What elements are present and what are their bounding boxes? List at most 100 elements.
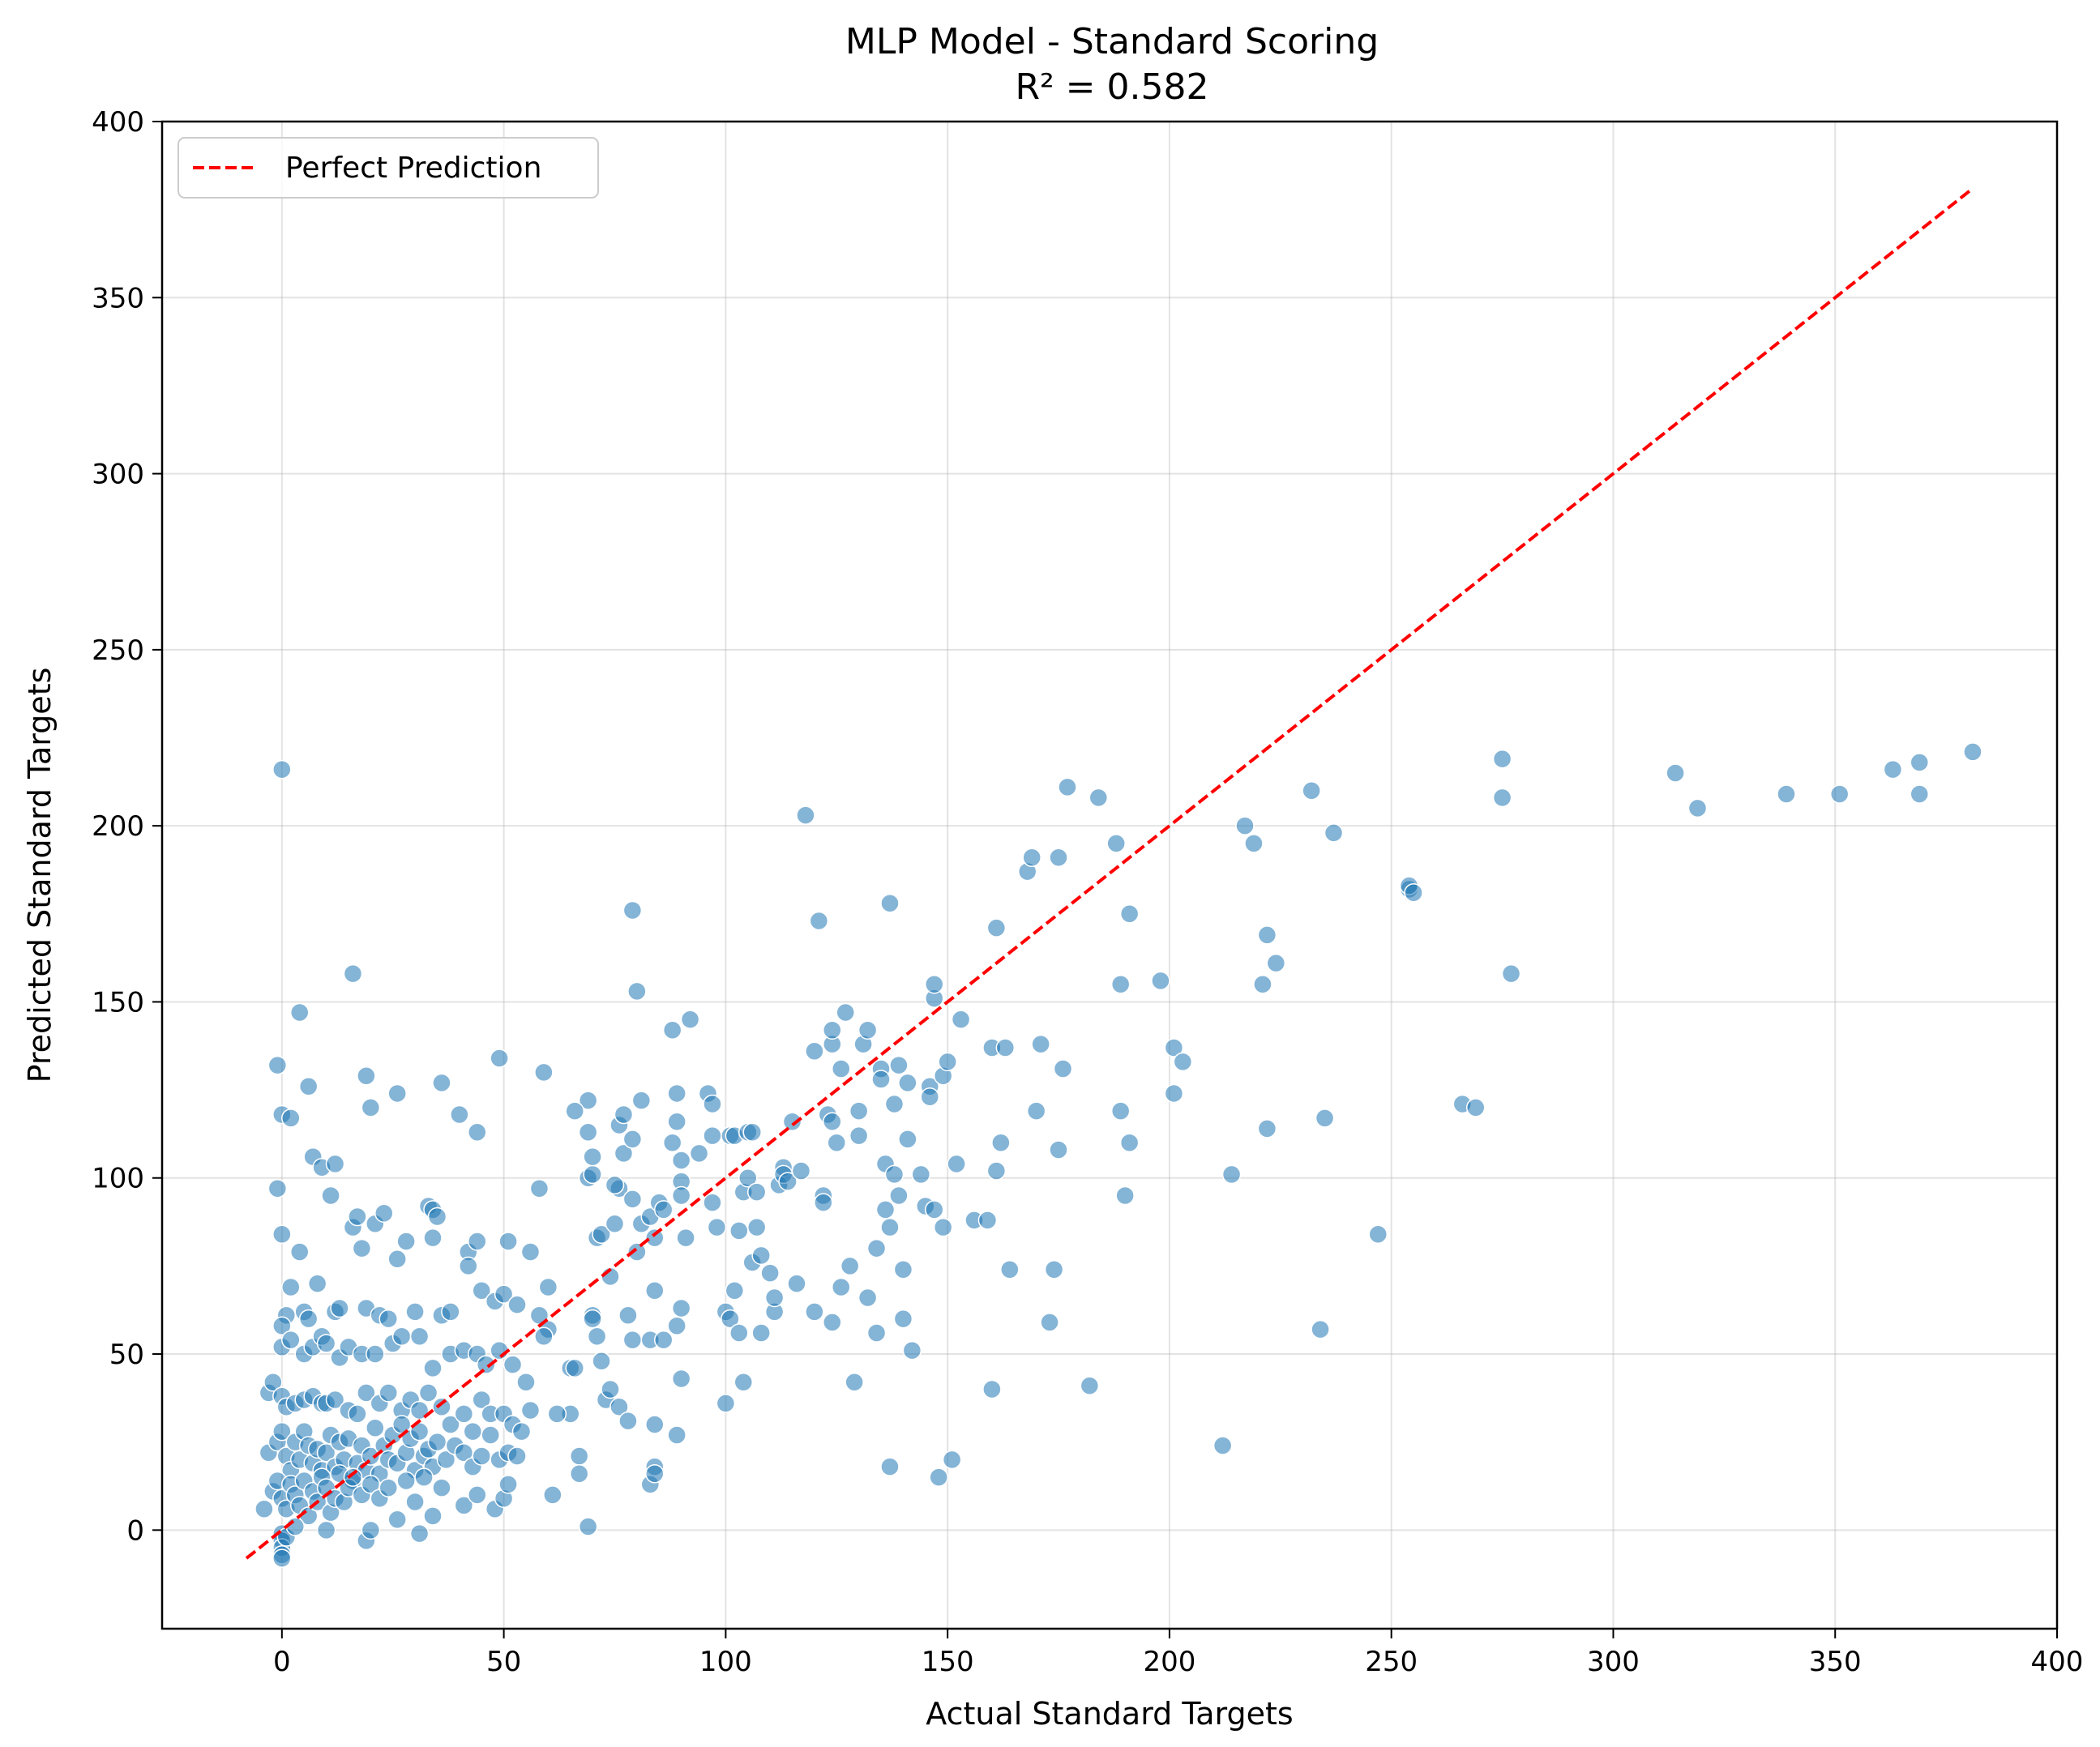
y-tick-label: 300: [92, 459, 144, 491]
data-point: [529, 1179, 550, 1198]
data-point: [1492, 749, 1512, 769]
data-point: [898, 1073, 917, 1093]
data-point: [316, 1442, 336, 1463]
x-tick-label: 350: [1809, 1646, 1862, 1678]
data-point: [316, 1334, 336, 1353]
data-point: [760, 1263, 780, 1283]
data-point: [836, 1002, 855, 1023]
data-point: [441, 1302, 460, 1322]
data-point: [366, 1418, 385, 1438]
data-point: [653, 1330, 674, 1350]
data-point: [307, 1274, 327, 1293]
data-point: [281, 1277, 301, 1297]
data-point: [272, 1224, 292, 1245]
data-point: [716, 1394, 736, 1413]
chart-title: MLP Model - Standard Scoring: [845, 21, 1379, 62]
chart-subtitle: R² = 0.582: [1015, 66, 1208, 108]
data-point: [272, 1421, 292, 1442]
data-point: [490, 1049, 509, 1068]
data-point: [272, 1316, 292, 1336]
data-point: [823, 1313, 842, 1332]
data-point: [498, 1475, 518, 1494]
data-point: [605, 1214, 625, 1233]
data-point: [831, 1059, 851, 1079]
data-point: [729, 1221, 749, 1241]
data-point: [1115, 1185, 1135, 1206]
data-point: [827, 1133, 847, 1153]
data-point: [538, 1277, 558, 1297]
data-point: [450, 1104, 469, 1125]
x-tick-label: 300: [1587, 1646, 1640, 1678]
data-point: [316, 1520, 336, 1540]
data-point: [1311, 1319, 1330, 1339]
data-point: [427, 1207, 447, 1227]
data-point: [622, 1130, 643, 1149]
data-point: [689, 1143, 709, 1164]
data-point: [503, 1355, 523, 1374]
data-point: [849, 1101, 869, 1121]
data-point: [924, 974, 944, 994]
data-point: [361, 1520, 381, 1540]
y-axis-label: Predicted Standard Targets: [22, 668, 58, 1083]
y-tick-label: 50: [109, 1339, 144, 1371]
data-point: [348, 1404, 367, 1424]
x-axis-ticks: 0 50 100 150 200 250 300 350 400: [273, 1629, 2083, 1678]
data-point: [343, 1467, 363, 1487]
data-point: [796, 805, 815, 825]
data-point: [1302, 780, 1321, 801]
data-point: [982, 1379, 1002, 1399]
legend-label: Perfect Prediction: [285, 152, 541, 185]
data-point: [889, 1185, 909, 1206]
data-point: [1315, 1108, 1335, 1128]
data-point: [409, 1523, 430, 1544]
data-point: [432, 1397, 451, 1416]
x-axis-label: Actual Standard Targets: [926, 1696, 1293, 1732]
data-point: [866, 1238, 887, 1258]
data-point: [707, 1217, 727, 1237]
data-point: [751, 1245, 771, 1266]
data-point: [920, 1087, 939, 1107]
data-point: [738, 1168, 758, 1188]
data-point: [1266, 953, 1286, 973]
data-point: [511, 1421, 532, 1442]
data-point: [592, 1224, 611, 1245]
data-point: [387, 1249, 407, 1269]
data-point: [325, 1154, 345, 1174]
data-point: [569, 1464, 589, 1484]
data-point: [977, 1211, 998, 1230]
data-point: [405, 1492, 425, 1512]
data-point: [1049, 1140, 1068, 1160]
data-point: [534, 1326, 554, 1347]
data-point: [441, 1415, 460, 1434]
data-point: [476, 1355, 496, 1374]
data-point: [742, 1122, 762, 1142]
data-point: [645, 1415, 665, 1434]
data-point: [884, 1094, 905, 1114]
data-point: [618, 1411, 638, 1431]
data-point: [653, 1200, 674, 1219]
data-point: [1910, 753, 1930, 772]
data-point: [507, 1446, 527, 1466]
data-point: [520, 1242, 541, 1262]
data-point: [1501, 963, 1521, 984]
x-tick-label: 150: [922, 1646, 974, 1678]
data-point: [565, 1358, 584, 1378]
data-point: [823, 1020, 842, 1040]
data-point: [583, 1164, 602, 1185]
data-point: [330, 1298, 349, 1318]
data-point: [281, 1330, 301, 1350]
y-tick-label: 0: [126, 1514, 144, 1547]
data-point: [1235, 816, 1255, 835]
data-point: [893, 1259, 913, 1279]
data-point: [1151, 971, 1170, 991]
data-point: [875, 1200, 896, 1219]
data-point: [1492, 788, 1512, 808]
data-point: [631, 1091, 652, 1110]
data-point: [498, 1232, 518, 1251]
data-point: [366, 1344, 385, 1364]
data-point: [805, 1041, 824, 1061]
data-point: [298, 1309, 319, 1329]
data-point: [951, 1010, 971, 1029]
data-point: [986, 918, 1007, 938]
